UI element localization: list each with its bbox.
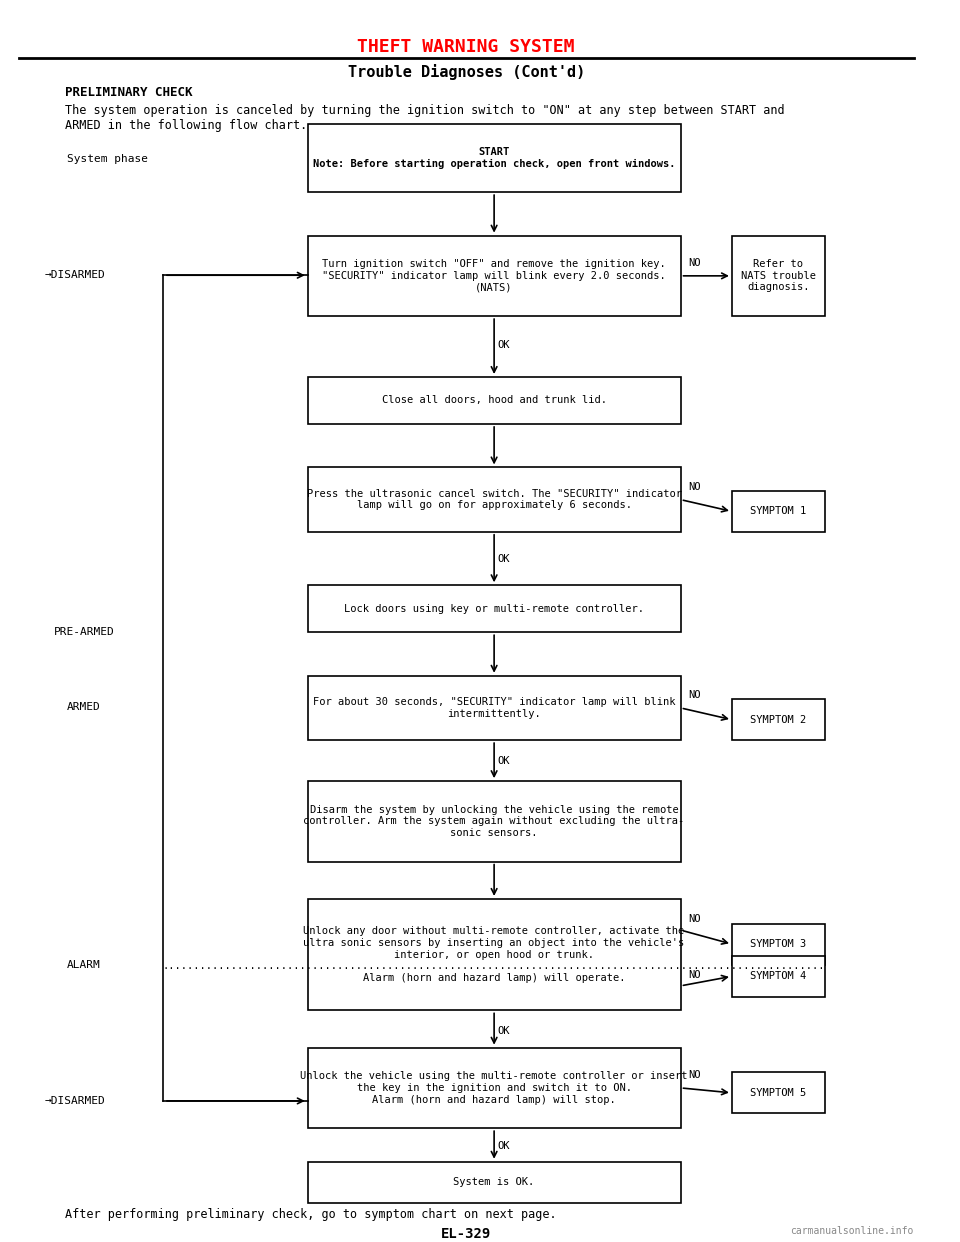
Text: NO: NO <box>688 482 701 492</box>
Text: ALARM: ALARM <box>67 960 101 970</box>
FancyBboxPatch shape <box>307 1047 681 1128</box>
FancyBboxPatch shape <box>307 585 681 632</box>
Text: Refer to
NATS trouble
diagnosis.: Refer to NATS trouble diagnosis. <box>741 260 816 292</box>
Text: NO: NO <box>688 691 701 700</box>
Text: SYMPTOM 4: SYMPTOM 4 <box>751 971 806 981</box>
Text: OK: OK <box>497 756 510 766</box>
Text: NO: NO <box>688 1071 701 1081</box>
Text: NO: NO <box>688 970 701 980</box>
FancyBboxPatch shape <box>307 676 681 740</box>
Text: SYMPTOM 5: SYMPTOM 5 <box>751 1088 806 1098</box>
Text: PRE-ARMED: PRE-ARMED <box>54 627 114 637</box>
Text: OK: OK <box>497 339 510 350</box>
Text: SYMPTOM 1: SYMPTOM 1 <box>751 507 806 517</box>
Text: SYMPTOM 3: SYMPTOM 3 <box>751 939 806 949</box>
FancyBboxPatch shape <box>732 924 825 965</box>
Text: System is OK.: System is OK. <box>453 1177 535 1187</box>
FancyBboxPatch shape <box>307 236 681 317</box>
Text: Lock doors using key or multi-remote controller.: Lock doors using key or multi-remote con… <box>344 604 644 614</box>
Text: OK: OK <box>497 1026 510 1037</box>
Text: →DISARMED: →DISARMED <box>44 271 105 281</box>
Text: →DISARMED: →DISARMED <box>44 1095 105 1105</box>
Text: Unlock the vehicle using the multi-remote controller or insert
the key in the ig: Unlock the vehicle using the multi-remot… <box>300 1072 688 1104</box>
Text: EL-329: EL-329 <box>441 1227 492 1241</box>
FancyBboxPatch shape <box>307 781 681 862</box>
Text: After performing preliminary check, go to symptom chart on next page.: After performing preliminary check, go t… <box>65 1208 557 1221</box>
FancyBboxPatch shape <box>307 467 681 532</box>
Text: NO: NO <box>688 914 701 924</box>
FancyBboxPatch shape <box>732 236 825 317</box>
Text: Press the ultrasonic cancel switch. The "SECURITY" indicator
lamp will go on for: Press the ultrasonic cancel switch. The … <box>306 489 682 510</box>
Text: carmanualsonline.info: carmanualsonline.info <box>790 1226 914 1236</box>
FancyBboxPatch shape <box>307 1161 681 1202</box>
Text: START
Note: Before starting operation check, open front windows.: START Note: Before starting operation ch… <box>313 148 676 169</box>
Text: System phase: System phase <box>66 154 148 164</box>
Text: Trouble Diagnoses (Cont'd): Trouble Diagnoses (Cont'd) <box>348 63 585 79</box>
Text: ARMED: ARMED <box>67 702 101 712</box>
FancyBboxPatch shape <box>732 491 825 532</box>
Text: OK: OK <box>497 554 510 564</box>
Text: For about 30 seconds, "SECURITY" indicator lamp will blink
intermittently.: For about 30 seconds, "SECURITY" indicat… <box>313 697 676 719</box>
Text: OK: OK <box>497 1140 510 1150</box>
FancyBboxPatch shape <box>307 124 681 193</box>
Text: Disarm the system by unlocking the vehicle using the remote
controller. Arm the : Disarm the system by unlocking the vehic… <box>303 805 684 838</box>
FancyBboxPatch shape <box>307 899 681 1011</box>
FancyBboxPatch shape <box>732 956 825 997</box>
Text: SYMPTOM 2: SYMPTOM 2 <box>751 714 806 724</box>
Text: Turn ignition switch "OFF" and remove the ignition key.
"SECURITY" indicator lam: Turn ignition switch "OFF" and remove th… <box>323 260 666 292</box>
FancyBboxPatch shape <box>307 376 681 424</box>
Text: Unlock any door without multi-remote controller, activate the
ultra sonic sensor: Unlock any door without multi-remote con… <box>163 927 826 982</box>
Text: NO: NO <box>688 258 701 268</box>
Text: Close all doors, hood and trunk lid.: Close all doors, hood and trunk lid. <box>382 395 607 405</box>
FancyBboxPatch shape <box>732 699 825 740</box>
Text: PRELIMINARY CHECK: PRELIMINARY CHECK <box>65 87 193 99</box>
Text: THEFT WARNING SYSTEM: THEFT WARNING SYSTEM <box>357 39 575 56</box>
Text: The system operation is canceled by turning the ignition switch to "ON" at any s: The system operation is canceled by turn… <box>65 104 785 132</box>
FancyBboxPatch shape <box>732 1072 825 1113</box>
